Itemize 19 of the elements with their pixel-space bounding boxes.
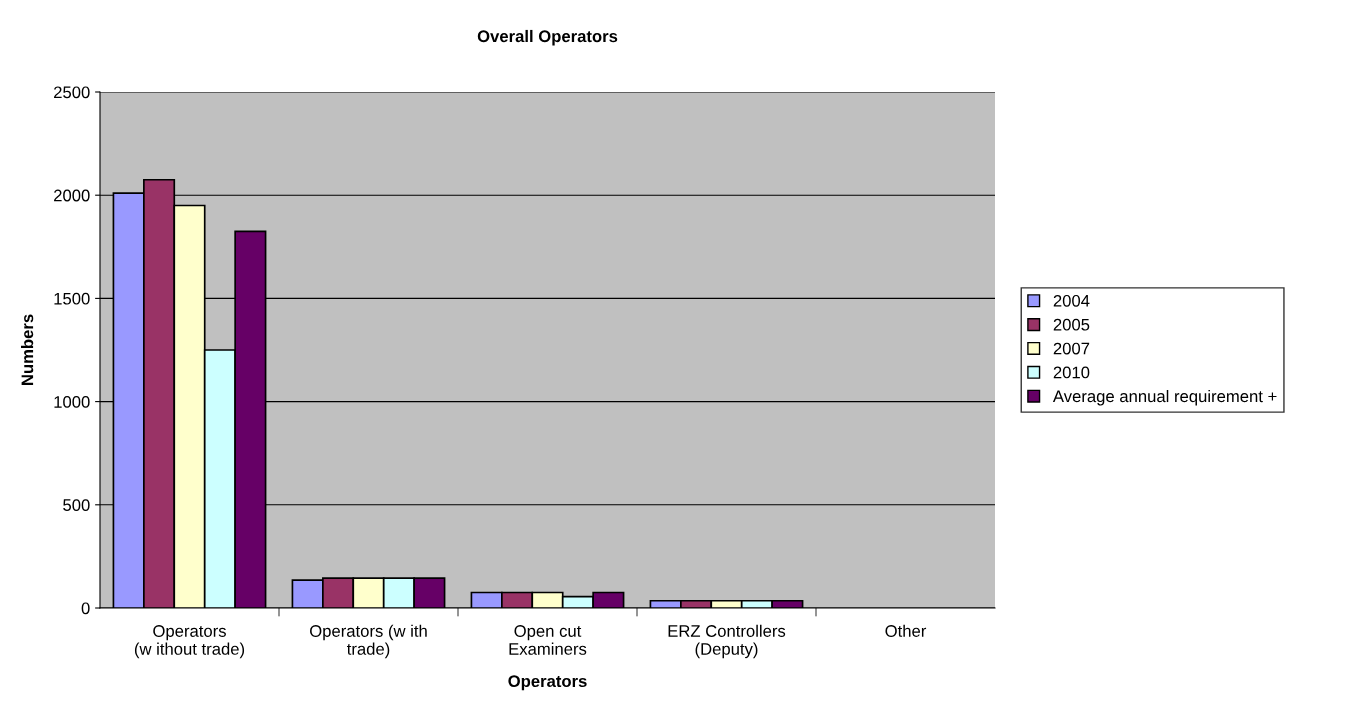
x-tick-label: Other <box>885 624 927 637</box>
legend-label: 2010 <box>1053 366 1090 379</box>
y-tick-label: 2500 <box>54 86 90 99</box>
legend-label: 2005 <box>1053 318 1090 331</box>
y-tick-label: 500 <box>63 499 90 511</box>
legend-label: 2007 <box>1053 342 1090 355</box>
x-tick-label: Operators (w ithout trade) <box>134 625 245 659</box>
y-tick-label: 1500 <box>54 292 90 305</box>
x-tick-label: Operators (w ith trade) <box>310 624 427 659</box>
x-tick-label: ERZ Controllers (Deputy) <box>668 624 786 659</box>
x-tick-label: Open cut Examiners <box>509 625 587 655</box>
chart-title: Overall Operators <box>477 29 618 46</box>
legend-label: Average annual requirement + <box>1052 389 1277 406</box>
y-tick-label: 0 <box>81 602 90 615</box>
legend-label: 2004 <box>1053 294 1090 307</box>
y-tick-label: 1000 <box>54 396 90 408</box>
x-axis-title: Operators <box>508 675 587 691</box>
y-tick-label: 2000 <box>54 189 90 202</box>
y-axis-title: Numbers <box>21 314 34 386</box>
